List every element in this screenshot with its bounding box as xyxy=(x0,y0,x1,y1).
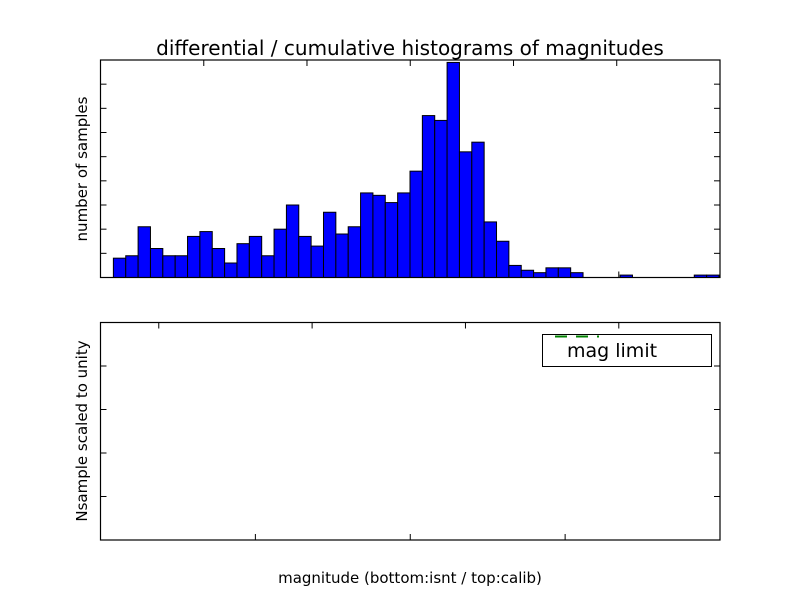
histogram-bar xyxy=(409,170,423,279)
histogram-bar xyxy=(125,255,139,278)
histogram-bar xyxy=(273,228,287,279)
histogram-bar xyxy=(520,269,535,278)
histogram-bar xyxy=(421,115,436,279)
legend-dashed-line-sample xyxy=(555,335,599,338)
histogram-bar xyxy=(261,255,275,278)
histogram-bar xyxy=(545,267,559,279)
histogram-bar xyxy=(162,255,176,278)
histogram-bar xyxy=(483,221,498,279)
histogram-bar xyxy=(347,226,362,278)
histogram-bar xyxy=(199,231,213,278)
histogram-bar xyxy=(211,248,226,278)
histogram-bar xyxy=(471,141,485,278)
histogram-bar xyxy=(322,211,337,278)
histogram-bar xyxy=(458,151,473,278)
histogram-bar xyxy=(446,61,460,278)
histogram-bar xyxy=(496,240,510,278)
histogram-bar xyxy=(236,243,250,279)
histogram-bar xyxy=(187,235,201,279)
histogram-bar xyxy=(372,194,386,278)
top-plot-ylabel: number of samples xyxy=(73,96,91,242)
histogram-bar xyxy=(384,202,399,278)
legend-label: mag limit xyxy=(567,339,658,362)
histogram-bar xyxy=(434,119,448,278)
figure-title: differential / cumulative histograms of … xyxy=(156,36,664,60)
histogram-bar xyxy=(174,255,189,278)
bottom-plot-ylabel: Nsample scaled to unity xyxy=(73,340,91,522)
histogram-bar xyxy=(310,245,324,278)
histogram-bar xyxy=(112,257,127,278)
histogram-bar xyxy=(149,248,164,278)
histogram-bar xyxy=(298,235,312,279)
histogram-bar xyxy=(397,192,411,279)
histogram-bar xyxy=(360,192,374,279)
histogram-bar xyxy=(224,262,238,278)
histogram-bar xyxy=(335,233,349,278)
histogram-bar xyxy=(570,272,584,278)
histogram-bar xyxy=(533,272,547,278)
histogram-bar xyxy=(137,226,151,278)
histogram-bar xyxy=(557,267,572,279)
x-axis-label: magnitude (bottom:isnt / top:calib) xyxy=(278,569,542,587)
legend: mag limit xyxy=(542,334,712,367)
histogram-bar xyxy=(248,235,263,279)
histogram-bar xyxy=(285,204,300,278)
histogram-bar xyxy=(508,264,522,278)
top-plot-frame xyxy=(99,59,721,279)
